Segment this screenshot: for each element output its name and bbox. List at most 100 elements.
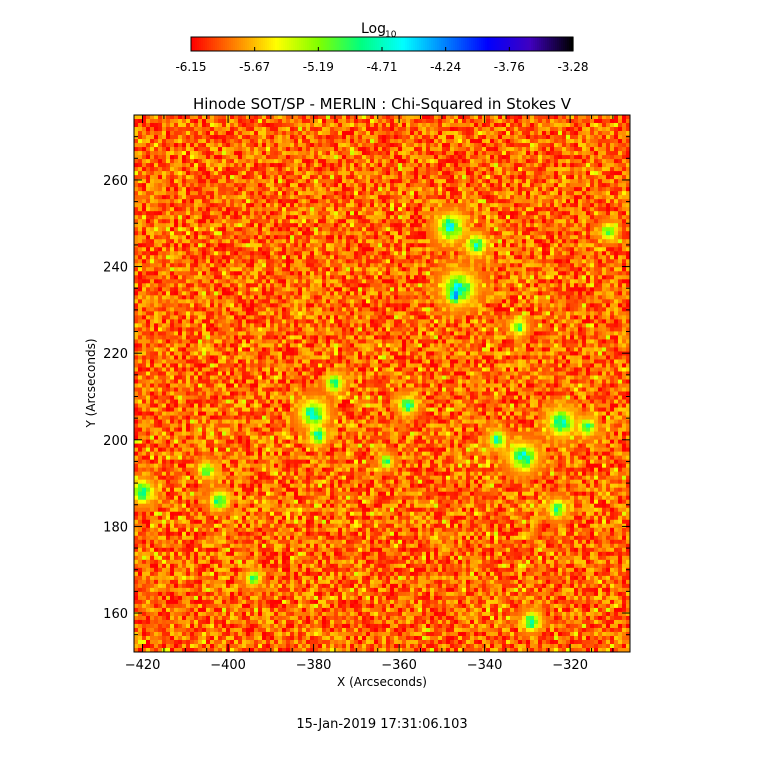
heatmap-cell xyxy=(242,195,246,199)
heatmap-cell xyxy=(238,167,242,171)
heatmap-cell xyxy=(210,255,214,259)
heatmap-cell xyxy=(134,151,138,155)
heatmap-cell xyxy=(406,211,410,215)
heatmap-cell xyxy=(618,135,622,139)
heatmap-cell xyxy=(318,143,322,147)
heatmap-cell xyxy=(234,243,238,247)
heatmap-cell xyxy=(622,131,626,135)
heatmap-cell xyxy=(146,179,150,183)
heatmap-cell xyxy=(554,231,558,235)
heatmap-cell xyxy=(534,139,538,143)
heatmap-cell xyxy=(498,127,502,131)
heatmap-cell xyxy=(138,115,142,119)
heatmap-cell xyxy=(190,239,194,243)
heatmap-cell xyxy=(518,175,522,179)
heatmap-cell xyxy=(230,135,234,139)
heatmap-cell xyxy=(222,247,226,251)
heatmap-cell xyxy=(322,139,326,143)
heatmap-cell xyxy=(522,247,526,251)
heatmap-cell xyxy=(162,255,166,259)
heatmap-cell xyxy=(342,195,346,199)
heatmap-cell xyxy=(302,207,306,211)
heatmap-cell xyxy=(442,195,446,199)
heatmap-cell xyxy=(446,155,450,159)
heatmap-cell xyxy=(194,223,198,227)
heatmap-cell xyxy=(226,123,230,127)
heatmap-cell xyxy=(238,115,242,119)
heatmap-cell xyxy=(262,123,266,127)
heatmap-cell xyxy=(502,171,506,175)
heatmap-cell xyxy=(170,167,174,171)
heatmap-cell xyxy=(474,151,478,155)
heatmap-cell xyxy=(182,263,186,267)
heatmap-cell xyxy=(290,127,294,131)
heatmap-cell xyxy=(246,123,250,127)
heatmap-cell xyxy=(590,143,594,147)
heatmap-cell xyxy=(410,207,414,211)
heatmap-cell xyxy=(414,179,418,183)
heatmap-cell xyxy=(418,243,422,247)
heatmap-cell xyxy=(618,131,622,135)
heatmap-cell xyxy=(334,235,338,239)
heatmap-cell xyxy=(562,223,566,227)
heatmap-cell xyxy=(502,139,506,143)
heatmap-cell xyxy=(158,259,162,263)
heatmap-cell xyxy=(350,195,354,199)
heatmap-cell xyxy=(482,151,486,155)
heatmap-cell xyxy=(574,175,578,179)
heatmap-cell xyxy=(154,211,158,215)
heatmap-cell xyxy=(338,171,342,175)
heatmap-cell xyxy=(446,139,450,143)
heatmap-cell xyxy=(174,155,178,159)
heatmap-cell xyxy=(398,215,402,219)
heatmap-cell xyxy=(582,147,586,151)
heatmap-cell xyxy=(518,155,522,159)
heatmap-cell xyxy=(494,119,498,123)
heatmap-cell xyxy=(262,147,266,151)
heatmap-cell xyxy=(346,191,350,195)
heatmap-cell xyxy=(566,251,570,255)
heatmap-cell xyxy=(438,239,442,243)
heatmap-cell xyxy=(254,167,258,171)
heatmap-cell xyxy=(498,223,502,227)
heatmap-cell xyxy=(586,191,590,195)
heatmap-cell xyxy=(406,135,410,139)
heatmap-cell xyxy=(558,151,562,155)
heatmap-cell xyxy=(326,227,330,231)
heatmap-cell xyxy=(278,163,282,167)
heatmap-cell xyxy=(510,179,514,183)
heatmap-cell xyxy=(574,203,578,207)
heatmap-cell xyxy=(274,151,278,155)
heatmap-cell xyxy=(138,147,142,151)
heatmap-cell xyxy=(190,191,194,195)
heatmap-cell xyxy=(458,131,462,135)
heatmap-cell xyxy=(374,163,378,167)
heatmap-cell xyxy=(602,215,606,219)
heatmap-cell xyxy=(558,231,562,235)
heatmap-cell xyxy=(614,219,618,223)
heatmap-cell xyxy=(422,123,426,127)
heatmap-cell xyxy=(366,243,370,247)
heatmap-cell xyxy=(158,127,162,131)
heatmap-cell xyxy=(550,235,554,239)
heatmap-cell xyxy=(370,155,374,159)
heatmap-cell xyxy=(522,135,526,139)
heatmap-cell xyxy=(446,207,450,211)
heatmap-cell xyxy=(490,143,494,147)
heatmap-cell xyxy=(182,219,186,223)
heatmap-cell xyxy=(190,171,194,175)
heatmap-cell xyxy=(574,159,578,163)
heatmap-cell xyxy=(458,243,462,247)
heatmap-cell xyxy=(502,251,506,255)
heatmap-cell xyxy=(162,179,166,183)
heatmap-cell xyxy=(598,255,602,259)
heatmap-cell xyxy=(150,147,154,151)
heatmap-cell xyxy=(298,259,302,263)
heatmap-cell xyxy=(346,235,350,239)
heatmap-cell xyxy=(386,139,390,143)
heatmap-cell xyxy=(618,231,622,235)
heatmap-cell xyxy=(346,207,350,211)
heatmap-cell xyxy=(434,259,438,263)
heatmap-cell xyxy=(526,195,530,199)
heatmap-cell xyxy=(622,195,626,199)
